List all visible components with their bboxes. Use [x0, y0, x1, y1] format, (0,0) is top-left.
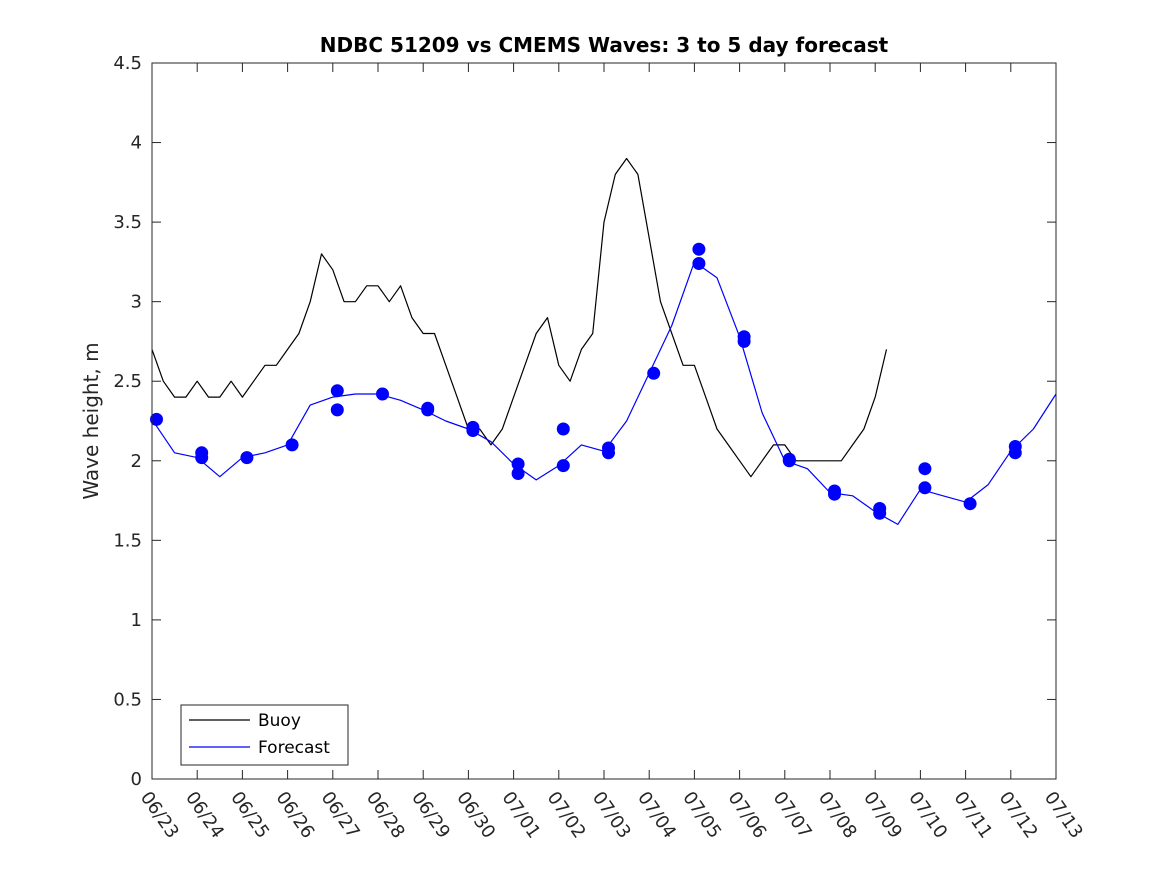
y-tick-label: 4 — [131, 133, 142, 154]
x-tick-label: 06/23 — [136, 788, 183, 843]
x-tick-label: 06/27 — [317, 788, 364, 843]
forecast-marker — [330, 384, 344, 398]
forecast-marker — [511, 467, 525, 480]
forecast-marker — [1008, 446, 1022, 460]
forecast-marker — [692, 257, 706, 270]
x-tick-label: 07/07 — [769, 788, 816, 843]
x-tick-label: 06/28 — [362, 788, 409, 843]
forecast-marker — [195, 451, 209, 465]
forecast-marker — [421, 403, 435, 417]
x-tick-label: 07/01 — [498, 788, 545, 843]
forecast-marker — [376, 387, 389, 401]
forecast-marker-layer — [150, 242, 1022, 520]
legend-box — [180, 704, 349, 766]
legend-forecast-label: Forecast — [258, 738, 330, 758]
x-tick-label: 07/10 — [904, 788, 951, 843]
y-tick-label: 3 — [131, 292, 142, 313]
forecast-marker — [692, 242, 706, 256]
forecast-marker — [737, 334, 751, 348]
forecast-marker — [647, 366, 661, 380]
x-tick-label: 07/13 — [1040, 788, 1087, 843]
forecast-marker — [873, 506, 887, 520]
forecast-marker — [828, 487, 841, 501]
forecast-marker — [918, 481, 932, 495]
x-tick-label: 07/03 — [588, 788, 635, 843]
forecast-marker — [782, 454, 796, 468]
legend: Buoy Forecast — [180, 704, 349, 766]
forecast-marker — [963, 497, 977, 511]
plot-background — [152, 63, 1056, 779]
forecast-marker — [150, 412, 163, 426]
x-tick-label: 06/25 — [226, 788, 273, 843]
x-tick-label: 07/02 — [543, 788, 590, 843]
x-tick-label: 07/04 — [633, 788, 680, 843]
y-tick-label: 3.5 — [113, 212, 142, 233]
legend-buoy-label: Buoy — [258, 711, 301, 731]
x-tick-label: 07/05 — [678, 788, 725, 843]
forecast-marker — [556, 459, 570, 473]
y-axis-ticks: 0 0.5 1 1.5 2 2.5 3 3.5 4 4.5 — [113, 53, 1056, 790]
forecast-marker — [511, 457, 525, 471]
x-tick-label: 06/26 — [272, 788, 319, 843]
buoy-series-layer — [151, 157, 888, 478]
buoy-line — [151, 157, 888, 478]
y-tick-label: 0 — [131, 769, 142, 790]
x-tick-label: 06/30 — [452, 788, 499, 843]
forecast-marker — [556, 422, 570, 436]
x-tick-label: 07/12 — [995, 788, 1042, 843]
x-tick-label: 06/24 — [181, 788, 228, 843]
y-tick-label: 2 — [131, 451, 142, 472]
forecast-marker — [602, 446, 615, 460]
forecast-marker — [918, 462, 932, 476]
forecast-marker — [285, 438, 299, 452]
y-tick-label: 1 — [131, 610, 142, 631]
x-tick-label: 07/08 — [814, 788, 861, 843]
x-tick-label: 07/06 — [724, 788, 771, 843]
y-tick-label: 0.5 — [113, 689, 142, 710]
forecast-marker — [466, 424, 480, 437]
x-tick-label: 07/11 — [950, 788, 997, 843]
y-axis-label: Wave height, m — [79, 342, 103, 499]
x-tick-label: 07/09 — [859, 788, 906, 843]
y-tick-label: 1.5 — [113, 530, 142, 551]
y-tick-label: 2.5 — [113, 371, 142, 392]
forecast-marker — [240, 451, 254, 465]
x-tick-label: 06/29 — [407, 788, 454, 843]
forecast-marker — [330, 403, 344, 417]
chart-title: NDBC 51209 vs CMEMS Waves: 3 to 5 day fo… — [320, 33, 889, 57]
y-tick-label: 4.5 — [113, 53, 142, 74]
